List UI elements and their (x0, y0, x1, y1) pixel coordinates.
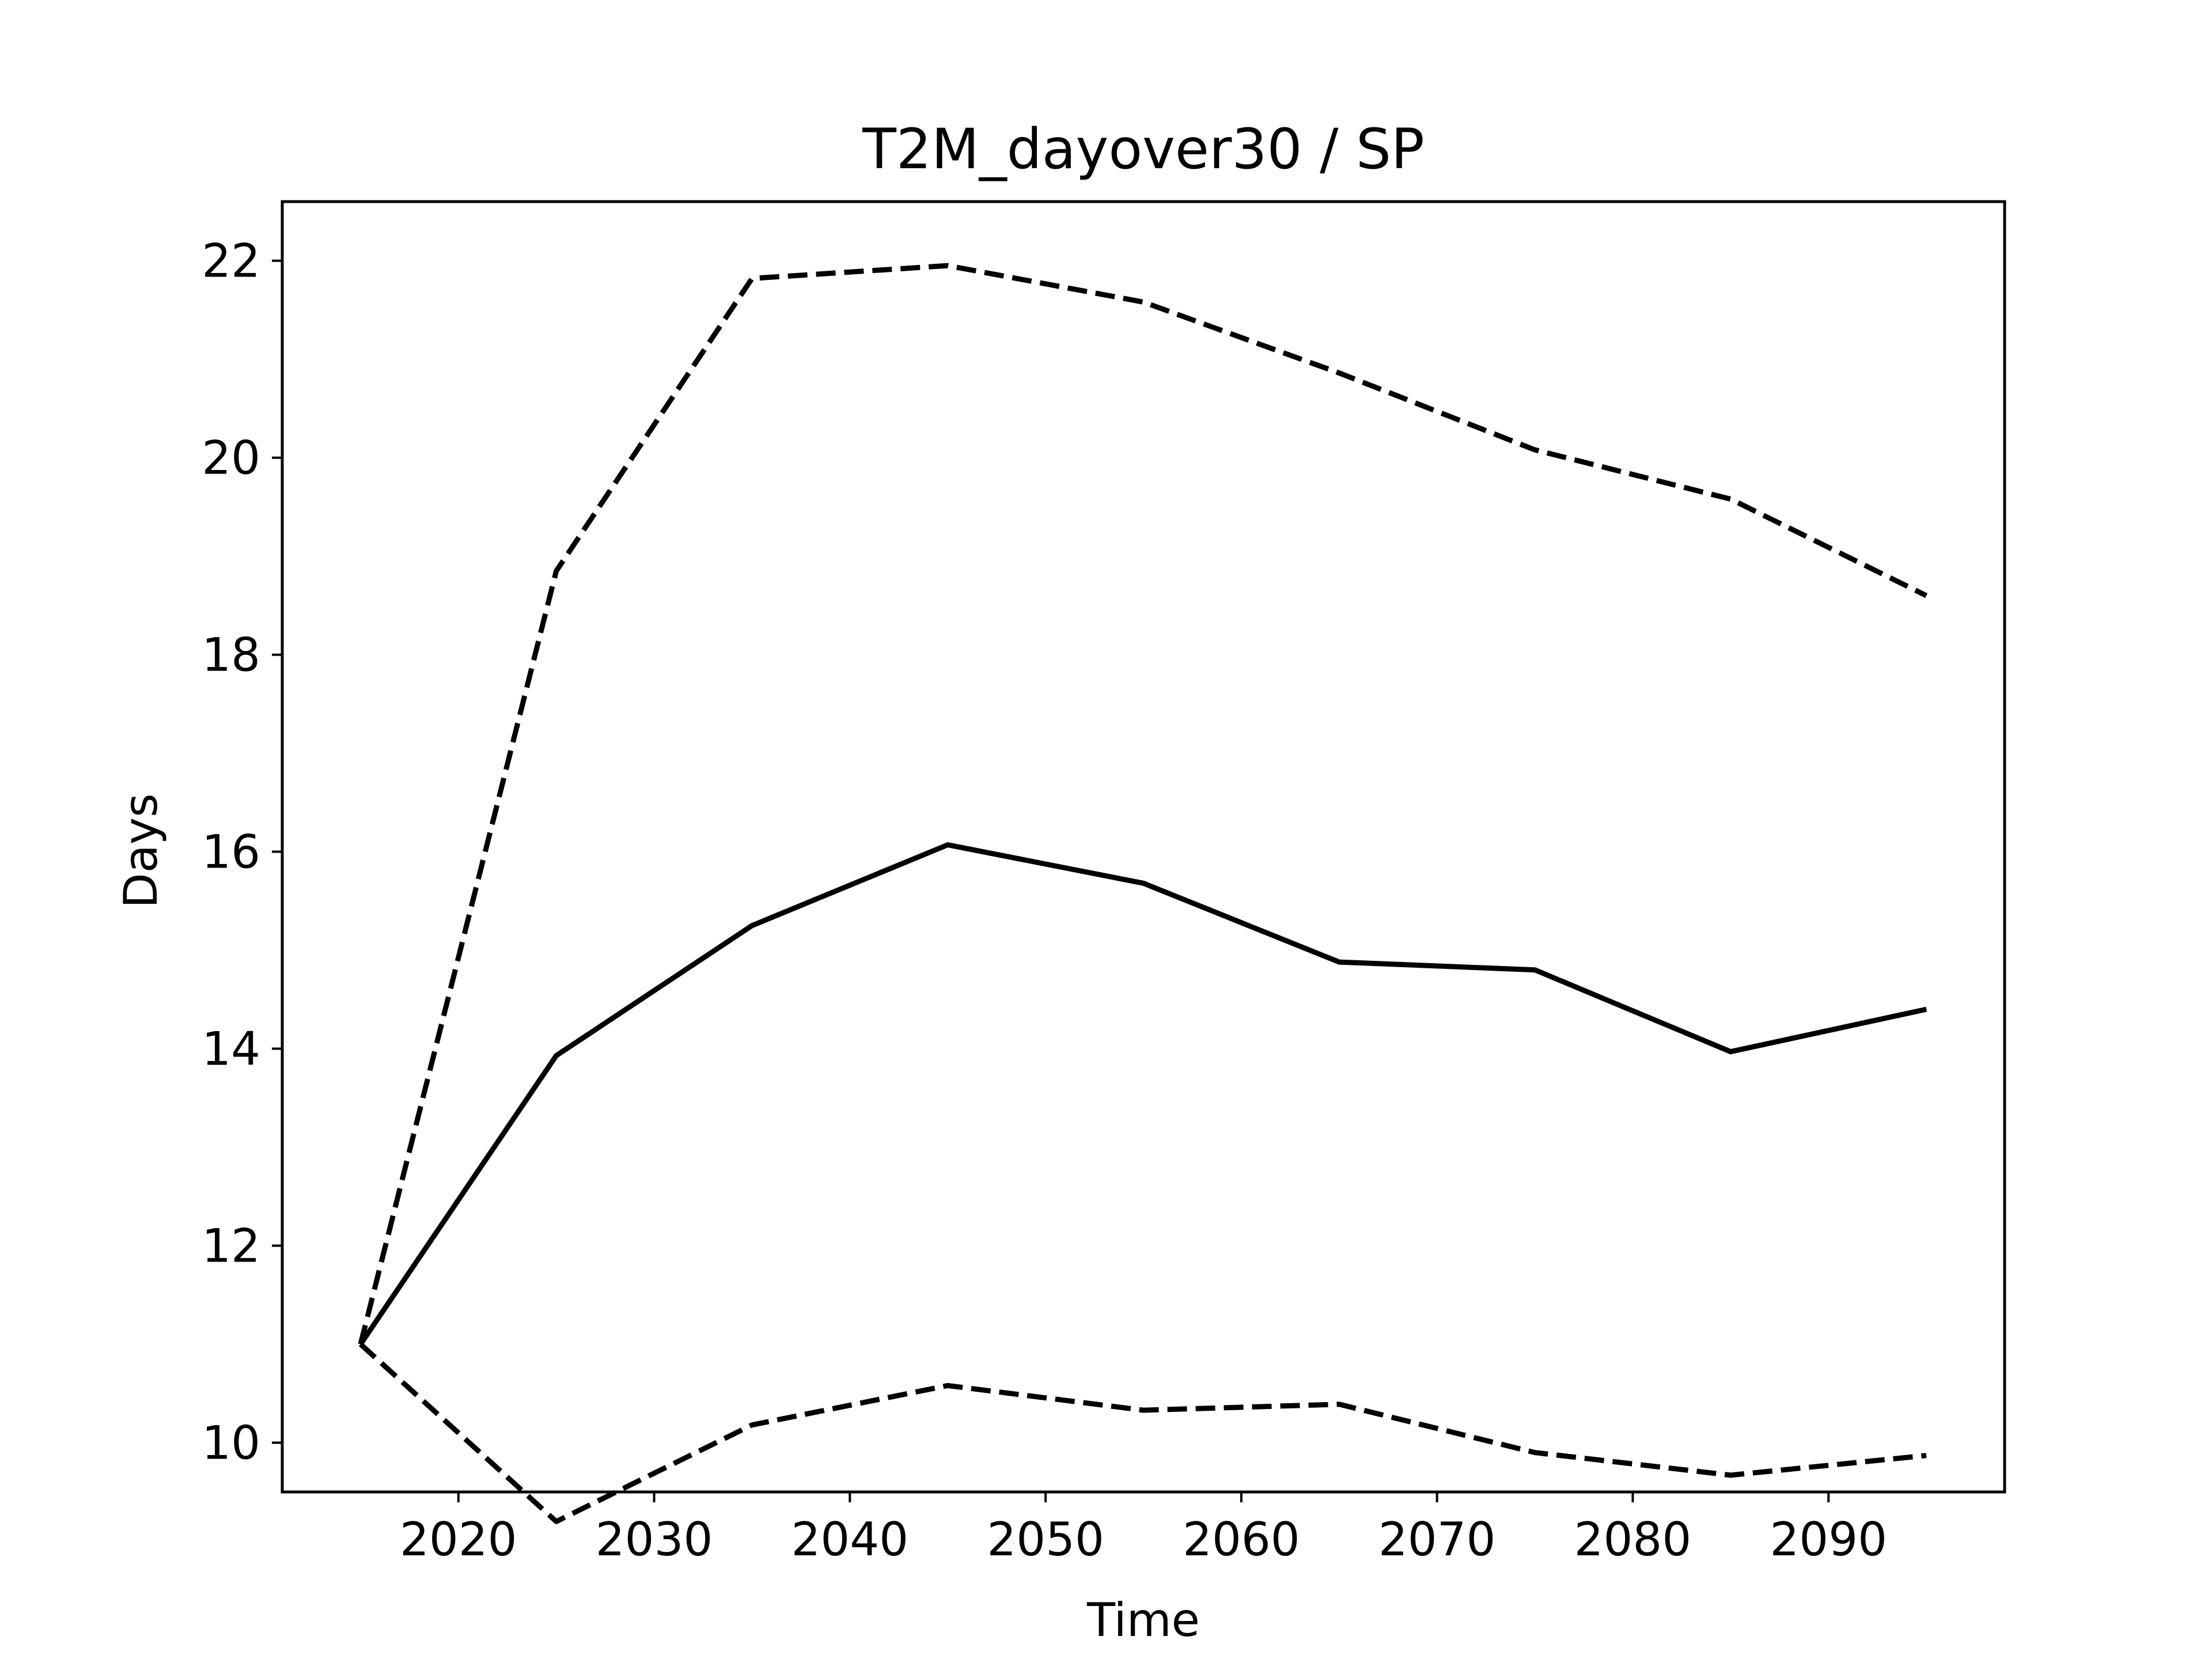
x-axis-label: Time (1086, 1593, 1200, 1647)
x-tick-label: 2030 (596, 1513, 713, 1566)
y-tick-label: 10 (202, 1416, 260, 1470)
y-axis-label: Days (114, 793, 168, 908)
x-tick-label: 2070 (1378, 1513, 1496, 1566)
chart-title: T2M_dayover30 / SP (862, 117, 1425, 181)
plot-frame (281, 200, 2006, 1494)
y-tick-label: 12 (202, 1219, 260, 1273)
ticks: 2020 2030 2040 2050 2060 2070 2080 2090 10 12 14 16… (202, 234, 1887, 1566)
upper-bound-line (358, 263, 1928, 1345)
x-tick-label: 2060 (1183, 1513, 1300, 1566)
y-tick-label: 20 (202, 431, 260, 485)
lower-bound-line (358, 1342, 1927, 1524)
x-tick-label: 2020 (400, 1513, 517, 1566)
mean-line (358, 842, 1927, 1346)
y-tick-label: 22 (202, 234, 260, 288)
y-tick-label: 16 (202, 825, 260, 879)
x-tick-label: 2090 (1770, 1513, 1887, 1566)
x-tick-label: 2040 (791, 1513, 909, 1566)
series-lines (358, 263, 1928, 1524)
y-tick-label: 14 (202, 1022, 260, 1076)
x-tick-label: 2050 (987, 1513, 1104, 1566)
y-tick-label: 18 (202, 628, 260, 682)
x-tick-label: 2080 (1574, 1513, 1692, 1566)
